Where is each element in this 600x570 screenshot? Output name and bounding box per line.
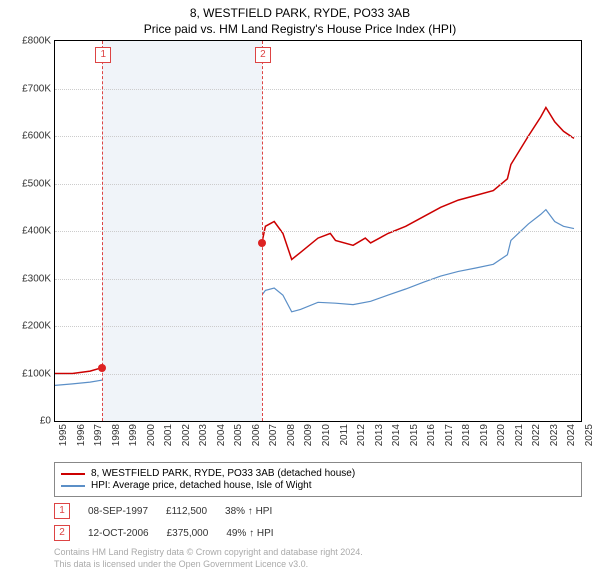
legend-item: 8, WESTFIELD PARK, RYDE, PO33 3AB (detac… [61,468,575,479]
y-tick-label: £400K [22,226,51,237]
sale-row: 2 12-OCT-2006 £375,000 49% ↑ HPI [54,525,582,541]
x-tick-label: 2023 [549,424,560,446]
legend-item: HPI: Average price, detached house, Isle… [61,480,575,491]
y-tick-label: £200K [22,321,51,332]
y-tick-label: £0 [40,416,51,427]
ref-marker: 1 [95,47,111,63]
x-tick-label: 2014 [391,424,402,446]
sale-marker: 1 [54,503,70,519]
legend-label: 8, WESTFIELD PARK, RYDE, PO33 3AB (detac… [91,468,355,479]
x-tick-label: 2019 [479,424,490,446]
x-tick-label: 2006 [251,424,262,446]
ref-marker: 2 [255,47,271,63]
x-tick-label: 2001 [163,424,174,446]
x-tick-label: 2012 [356,424,367,446]
y-tick-label: £600K [22,131,51,142]
legend-label: HPI: Average price, detached house, Isle… [91,480,312,491]
sale-point [258,239,266,247]
y-tick-label: £100K [22,368,51,379]
y-tick-label: £800K [22,36,51,47]
y-tick-label: £700K [22,83,51,94]
x-tick-label: 2024 [566,424,577,446]
x-tick-label: 2004 [216,424,227,446]
x-tick-label: 2016 [426,424,437,446]
x-tick-label: 1999 [128,424,139,446]
x-tick-label: 1998 [111,424,122,446]
sale-hpi: 49% ↑ HPI [226,528,273,539]
x-axis-labels: 1995 1996 1997 1998 1999 2000 2001 2002 2003 2004… [54,422,582,458]
sale-row: 1 08-SEP-1997 £112,500 38% ↑ HPI [54,503,582,519]
sale-price: £375,000 [167,528,209,539]
sale-date: 12-OCT-2006 [88,528,149,539]
sale-marker: 2 [54,525,70,541]
x-tick-label: 2022 [531,424,542,446]
plot-area: £0£100K£200K£300K£400K£500K£600K£700K£80… [54,40,582,422]
footer: Contains HM Land Registry data © Crown c… [54,547,582,570]
x-tick-label: 2013 [374,424,385,446]
chart-title: 8, WESTFIELD PARK, RYDE, PO33 3AB [0,6,600,20]
x-tick-label: 2015 [409,424,420,446]
sale-price: £112,500 [166,506,207,517]
x-tick-label: 2017 [444,424,455,446]
x-tick-label: 2005 [233,424,244,446]
chart-subtitle: Price paid vs. HM Land Registry's House … [0,22,600,36]
legend: 8, WESTFIELD PARK, RYDE, PO33 3AB (detac… [54,462,582,497]
y-tick-label: £300K [22,273,51,284]
x-tick-label: 2011 [339,424,350,446]
x-tick-label: 2009 [303,424,314,446]
chart-container: 8, WESTFIELD PARK, RYDE, PO33 3AB Price … [0,6,600,566]
x-tick-label: 2018 [461,424,472,446]
footer-line: Contains HM Land Registry data © Crown c… [54,547,582,559]
x-tick-label: 1995 [58,424,69,446]
x-tick-label: 2000 [146,424,157,446]
x-tick-label: 2021 [514,424,525,446]
x-tick-label: 2007 [268,424,279,446]
sale-hpi: 38% ↑ HPI [225,506,272,517]
x-tick-label: 2025 [584,424,595,446]
x-tick-label: 2008 [286,424,297,446]
y-tick-label: £500K [22,178,51,189]
x-tick-label: 2020 [496,424,507,446]
x-tick-label: 2003 [198,424,209,446]
sale-point [98,364,106,372]
sale-date: 08-SEP-1997 [88,506,148,517]
x-tick-label: 1997 [93,424,104,446]
x-tick-label: 2002 [181,424,192,446]
legend-swatch [61,473,85,475]
x-tick-label: 1996 [76,424,87,446]
x-tick-label: 2010 [321,424,332,446]
footer-line: This data is licensed under the Open Gov… [54,559,582,570]
legend-swatch [61,485,85,487]
